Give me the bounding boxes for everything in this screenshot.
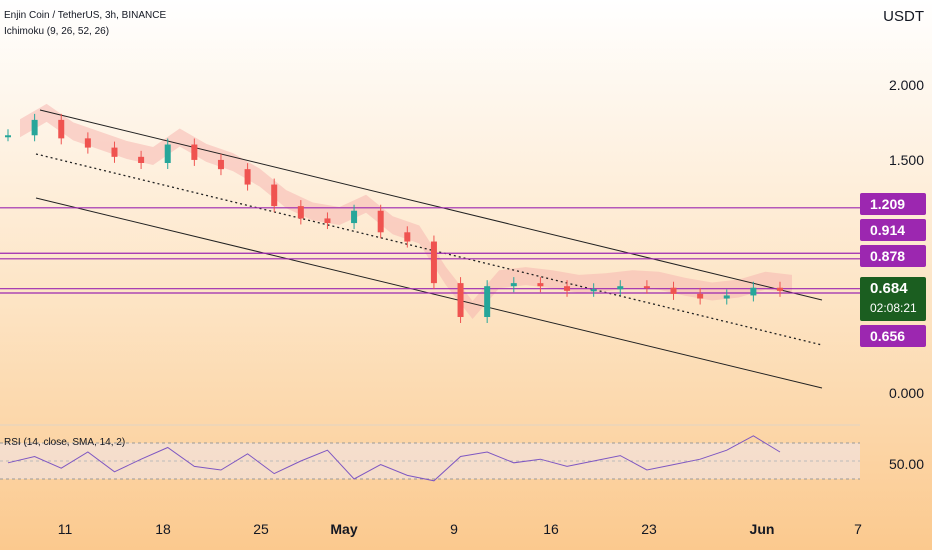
candle-body-3 bbox=[84, 138, 91, 148]
bar-countdown: 02:08:21 bbox=[870, 301, 917, 315]
rsi-legend: RSI (14, close, SMA, 14, 2) bbox=[4, 437, 126, 448]
candle-body-26 bbox=[697, 293, 704, 299]
price-tick-2000: 2.000 bbox=[888, 77, 924, 93]
time-label-16: 16 bbox=[543, 521, 559, 537]
time-label-9: 9 bbox=[450, 521, 458, 537]
candle-body-4 bbox=[111, 147, 118, 157]
candle-body-24 bbox=[643, 286, 650, 289]
time-label-jun: Jun bbox=[749, 521, 775, 537]
level-tag-1209: 1.209 bbox=[860, 193, 926, 215]
time-label-25: 25 bbox=[253, 521, 269, 537]
candle-body-5 bbox=[138, 156, 145, 163]
candle-body-15 bbox=[404, 232, 411, 242]
rsi-line bbox=[7, 435, 781, 482]
candle-body-13 bbox=[351, 210, 358, 224]
time-label-23: 23 bbox=[641, 521, 657, 537]
candle-body-25 bbox=[670, 287, 677, 294]
currency-label: USDT bbox=[883, 8, 924, 25]
candle-body-20 bbox=[537, 283, 544, 287]
current-price-tag: 0.684 02:08:21 bbox=[860, 277, 926, 321]
price-tick-1500: 1.500 bbox=[888, 152, 924, 168]
symbol-title: Enjin Coin / TetherUS, 3h, BINANCE bbox=[4, 10, 167, 21]
channel-upper-line bbox=[39, 109, 823, 301]
candle-body-27 bbox=[723, 295, 730, 299]
time-label-may: May bbox=[330, 521, 358, 537]
candle-body-19 bbox=[510, 283, 517, 287]
candle-body-23 bbox=[617, 286, 624, 290]
candle-body-12 bbox=[324, 218, 331, 224]
candle-body-0 bbox=[5, 135, 11, 138]
candle-body-9 bbox=[244, 169, 251, 185]
candle-body-28 bbox=[750, 287, 757, 296]
ichimoku-cloud-band bbox=[20, 103, 792, 319]
level-tag-0656: 0.656 bbox=[860, 325, 926, 347]
level-tag-0878: 0.878 bbox=[860, 245, 926, 267]
candle-body-8 bbox=[217, 159, 224, 170]
price-tick-0000: 0.000 bbox=[888, 385, 924, 401]
time-label-7: 7 bbox=[854, 521, 862, 537]
candle-body-11 bbox=[297, 206, 304, 219]
candle-body-18 bbox=[484, 286, 491, 317]
time-label-18: 18 bbox=[155, 521, 171, 537]
candle-body-6 bbox=[164, 144, 171, 163]
time-label-11: 11 bbox=[57, 521, 73, 537]
rsi-pane bbox=[0, 435, 860, 482]
ichimoku-legend: Ichimoku (9, 26, 52, 26) bbox=[4, 26, 110, 37]
candle-body-10 bbox=[271, 184, 278, 207]
candle-body-22 bbox=[590, 289, 597, 292]
candle-body-16 bbox=[430, 241, 437, 284]
horizontal-levels bbox=[0, 207, 860, 294]
candle-body-17 bbox=[457, 283, 464, 317]
rsi-tick-50: 50.00 bbox=[888, 456, 924, 472]
candle-body-7 bbox=[191, 144, 198, 160]
level-tag-0914: 0.914 bbox=[860, 219, 926, 241]
candle-body-21 bbox=[564, 286, 571, 291]
candle-body-29 bbox=[777, 287, 783, 291]
current-price-value: 0.684 bbox=[870, 280, 908, 297]
ichimoku-cloud bbox=[20, 103, 792, 319]
candle-body-14 bbox=[377, 210, 384, 233]
candle-body-2 bbox=[58, 119, 65, 139]
candle-body-1 bbox=[31, 119, 38, 136]
price-series bbox=[5, 113, 783, 323]
